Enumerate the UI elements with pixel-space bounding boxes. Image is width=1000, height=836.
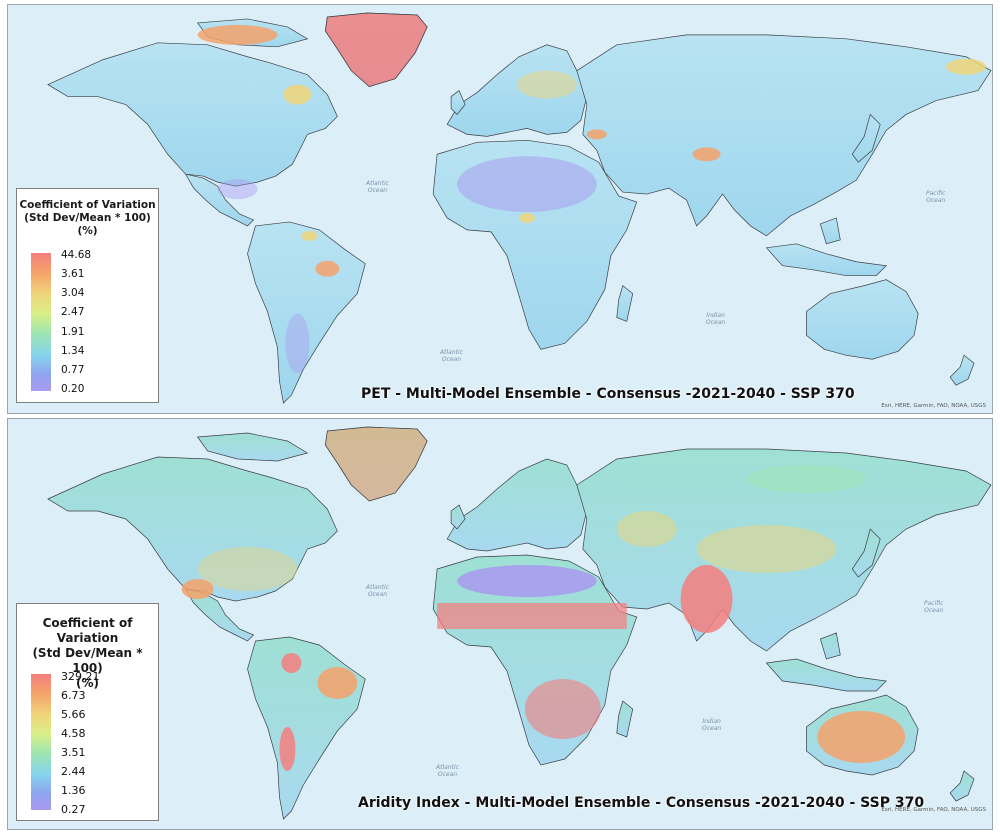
legend-tick: 0.20: [61, 382, 85, 395]
legend-title-line2: (Std Dev/Mean * 100): [32, 646, 143, 675]
legend-tick: 2.44: [61, 765, 86, 778]
legend-title-line3: (%): [77, 225, 98, 238]
aridity-map-panel: Atlantic Ocean Atlantic Ocean Pacific Oc…: [7, 418, 993, 830]
color-ramp: [31, 253, 51, 391]
attribution-text: Esri, HERE, Garmin, FAO, NOAA, USGS: [881, 403, 986, 409]
atlantic-ocean-label-south: Atlantic Ocean: [440, 349, 463, 363]
color-ramp: [31, 674, 51, 810]
legend-tick: 3.51: [61, 746, 86, 759]
legend-tick: 3.61: [61, 268, 85, 281]
legend-tick: 1.34: [61, 344, 85, 357]
legend-tick: 3.04: [61, 287, 85, 300]
atlantic-ocean-label-north: Atlantic Ocean: [366, 180, 389, 194]
legend-title-line1: Coefficient of Variation: [42, 616, 133, 645]
indian-ocean-label: Indian Ocean: [706, 312, 726, 326]
legend-tick: 4.58: [61, 727, 86, 740]
pet-legend: Coefficient of Variation (Std Dev/Mean *…: [16, 188, 159, 403]
atlantic-ocean-label-north: Atlantic Ocean: [366, 584, 389, 598]
aridity-legend: Coefficient of Variation (Std Dev/Mean *…: [16, 603, 159, 821]
legend-tick: 1.36: [61, 784, 86, 797]
atlantic-ocean-label-south: Atlantic Ocean: [436, 764, 459, 778]
legend-tick: 44.68: [61, 249, 92, 261]
pacific-ocean-label: Pacific Ocean: [924, 600, 944, 614]
legend-tick: 5.66: [61, 708, 86, 721]
pacific-ocean-label: Pacific Ocean: [926, 190, 946, 204]
indian-ocean-label: Indian Ocean: [702, 718, 722, 732]
legend-title-line1: Coefficient of Variation: [19, 199, 156, 211]
attribution-text: Esri, HERE, Garmin, FAO, NOAA, USGS: [881, 807, 986, 813]
legend-tick: 329.21: [61, 670, 100, 683]
map-title: PET - Multi-Model Ensemble - Consensus -…: [361, 386, 855, 402]
aridity-world-map: [8, 419, 992, 829]
legend-tick: 0.27: [61, 803, 86, 816]
legend-tick: 2.47: [61, 306, 85, 319]
legend-tick: 0.77: [61, 363, 85, 376]
legend-tick: 1.91: [61, 325, 85, 338]
legend-title: Coefficient of Variation (Std Dev/Mean *…: [17, 199, 158, 238]
legend-ticks: 329.21 6.73 5.66 4.58 3.51 2.44 1.36 0.2…: [61, 670, 100, 816]
pet-map-panel: Atlantic Ocean Atlantic Ocean Pacific Oc…: [7, 4, 993, 414]
legend-title-line3: (%): [76, 676, 99, 690]
map-title: Aridity Index - Multi-Model Ensemble - C…: [358, 795, 925, 811]
legend-tick: 6.73: [61, 689, 86, 702]
legend-ticks: 44.68 3.61 3.04 2.47 1.91 1.34 0.77 0.20: [61, 249, 91, 395]
pet-world-map: [8, 5, 992, 413]
legend-title: Coefficient of Variation (Std Dev/Mean *…: [17, 616, 158, 691]
legend-title-line2: (Std Dev/Mean * 100): [24, 212, 151, 225]
